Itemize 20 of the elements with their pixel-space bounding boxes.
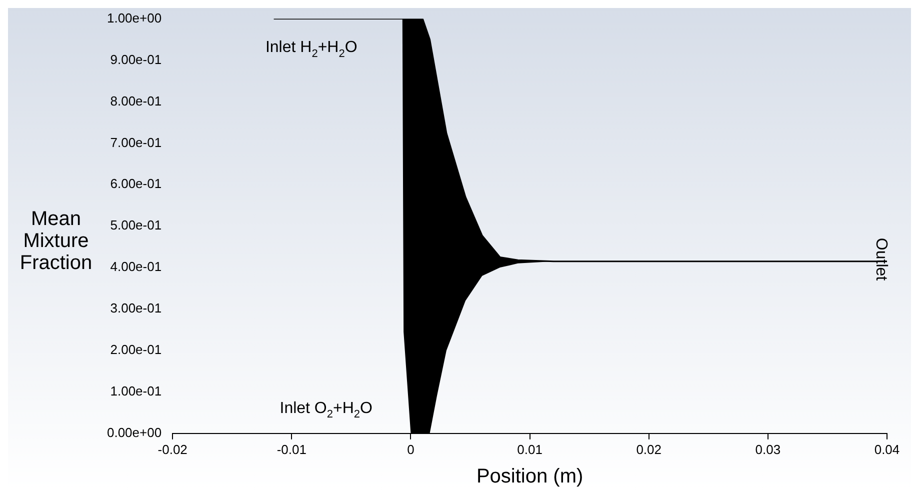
y-tick-label: 1.00e-01 bbox=[110, 384, 162, 399]
y-tick-label: 2.00e-01 bbox=[110, 342, 162, 358]
x-tick-label: -0.02 bbox=[158, 442, 188, 457]
x-axis-title: Position (m) bbox=[476, 466, 584, 488]
x-tick-label: 0.03 bbox=[755, 442, 781, 457]
x-tick-label: 0.02 bbox=[636, 442, 662, 457]
y-tick-label: 3.00e-01 bbox=[110, 300, 162, 316]
y-tick-label: 1.00e+00 bbox=[106, 10, 162, 26]
y-axis-title: Mean Mixture Fraction bbox=[18, 208, 94, 274]
x-tick-label: 0.04 bbox=[874, 442, 900, 457]
y-tick-label: 8.00e-01 bbox=[110, 93, 162, 108]
x-tick-label: 0.01 bbox=[517, 442, 542, 457]
y-tick-label: 7.00e-01 bbox=[110, 134, 162, 150]
y-tick-label: 6.00e-01 bbox=[110, 176, 162, 192]
y-tick-label: 5.00e-01 bbox=[110, 218, 162, 233]
y-tick-label: 9.00e-01 bbox=[110, 52, 162, 67]
y-tick-label: 4.00e-01 bbox=[110, 259, 162, 274]
x-tick-label: 0 bbox=[407, 442, 414, 457]
x-tick-label: -0.01 bbox=[276, 442, 306, 457]
y-tick-label: 0.00e+00 bbox=[106, 424, 162, 440]
